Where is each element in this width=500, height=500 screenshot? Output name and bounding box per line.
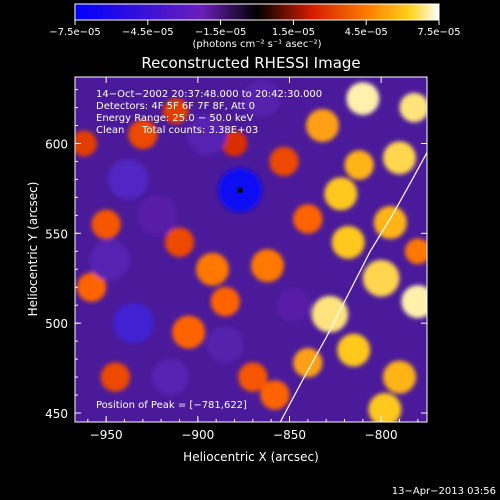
colorbar-tick-label: 4.5e−05	[345, 27, 388, 38]
solar-limb-line	[279, 152, 427, 422]
intensity-blob	[324, 177, 358, 211]
y-axis-ticks: 450 500 550 600	[45, 89, 427, 421]
intensity-blob	[207, 326, 244, 364]
x-tick-label: −900	[181, 428, 214, 442]
plot-frame	[74, 76, 428, 423]
x-tick-label: −800	[365, 428, 398, 442]
annotation-detectors: Detectors: 4F 5F 6F 7F 8F, Att 0	[96, 101, 255, 112]
intensity-blob	[383, 360, 416, 394]
intensity-blob	[76, 272, 107, 302]
colorbar: −7.5e−05 −4.5e−05 −1.5e−05 1.5e−05 4.5e−05 7.…	[49, 3, 461, 50]
intensity-blob	[337, 333, 371, 367]
annotation-total-counts: Total counts: 3.38E+03	[141, 125, 258, 136]
peak-marker	[237, 187, 243, 193]
colorbar-units-label: (photons cm⁻² s⁻¹ asec⁻²)	[192, 39, 321, 50]
intensity-blob	[128, 119, 158, 150]
x-axis-label: Heliocentric X (arcsec)	[183, 450, 319, 464]
intensity-blob	[293, 204, 323, 234]
intensity-blob	[405, 238, 427, 265]
intensity-blob	[163, 98, 189, 124]
intensity-blob	[362, 259, 400, 297]
colorbar-tick-label: 7.5e−05	[417, 27, 460, 38]
annotation-time-range: 14−Oct−2002 20:37:48.000 to 20:42:30.000	[96, 89, 322, 100]
image-plot: −950 −900 −850 −800 450 500 550 600 14−Oct−200…	[45, 76, 428, 442]
intensity-blob	[373, 206, 407, 240]
intensity-blob	[89, 240, 130, 281]
intensity-blob	[401, 285, 427, 319]
intensity-blob	[344, 150, 374, 180]
intensity-blob	[91, 209, 121, 240]
x-tick-label: −950	[90, 428, 123, 442]
intensity-blob	[331, 225, 365, 259]
chart-title: Reconstructed RHESSI Image	[141, 54, 360, 72]
intensity-blob	[306, 109, 339, 143]
colorbar-tick-label: −4.5e−05	[122, 27, 174, 38]
intensity-blob	[172, 315, 206, 349]
y-tick-label: 450	[45, 407, 68, 421]
intensity-blob	[100, 362, 130, 392]
x-tick-label: −850	[273, 428, 306, 442]
intensity-blob	[383, 141, 416, 175]
colorbar-tick-label: −7.5e−05	[49, 27, 101, 38]
intensity-blob	[243, 80, 281, 117]
intensity-blob	[260, 380, 290, 410]
y-tick-label: 600	[45, 137, 68, 151]
colorbar-tick-label: −1.5e−05	[195, 27, 247, 38]
y-axis-label: Heliocentric Y (arcsec)	[26, 182, 40, 317]
intensity-blob	[368, 392, 402, 422]
intensity-blob	[276, 288, 310, 322]
intensity-blob	[293, 348, 323, 378]
footer-date: 13−Apr−2013 03:56	[392, 486, 496, 497]
y-tick-label: 550	[45, 227, 68, 241]
colorbar-gradient	[74, 3, 440, 21]
intensity-blob	[152, 358, 189, 396]
intensity-blob	[221, 130, 248, 157]
intensity-blob	[137, 195, 178, 236]
annotation-energy-range: Energy Range: 25.0 − 50.0 keV	[96, 113, 253, 124]
intensity-blob	[196, 252, 229, 286]
intensity-blob	[251, 249, 284, 283]
colorbar-tick-label: 1.5e−05	[272, 27, 315, 38]
annotation-method: Clean	[96, 125, 124, 136]
intensity-blob	[210, 286, 240, 317]
annotation-peak-position: Position of Peak = [−781,622]	[96, 400, 247, 411]
x-axis-ticks: −950 −900 −850 −800	[87, 77, 419, 442]
annotations: 14−Oct−2002 20:37:48.000 to 20:42:30.000…	[96, 89, 322, 411]
intensity-blob	[311, 295, 349, 333]
intensity-map	[75, 80, 427, 422]
intensity-blob	[238, 362, 268, 392]
intensity-blob	[164, 227, 195, 257]
intensity-blob	[269, 146, 299, 177]
intensity-blob	[399, 92, 427, 123]
intensity-blob	[186, 114, 228, 155]
intensity-blob	[108, 159, 149, 200]
intensity-blob	[113, 303, 154, 344]
intensity-blob	[346, 82, 380, 116]
intensity-blob	[75, 130, 97, 157]
colorbar-ticks: −7.5e−05 −4.5e−05 −1.5e−05 1.5e−05 4.5e−05 7.…	[49, 20, 461, 38]
y-tick-label: 500	[45, 317, 68, 331]
